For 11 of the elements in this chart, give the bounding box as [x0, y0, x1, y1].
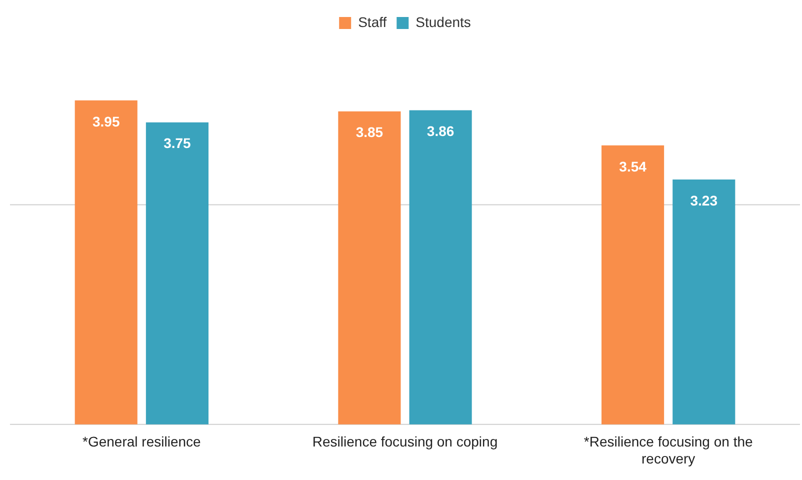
- data-label: 3.54: [619, 158, 647, 174]
- data-label: 3.23: [690, 192, 718, 208]
- x-tick-label: *Resilience focusing on the recovery: [584, 434, 753, 466]
- data-label: 3.85: [356, 124, 384, 140]
- data-label: 3.95: [92, 113, 120, 130]
- x-tick-label: Resilience focusing on coping: [312, 434, 498, 450]
- data-label: 3.75: [164, 135, 192, 152]
- x-tick-label: *General resilience: [82, 434, 202, 450]
- legend-label: Staff: [358, 14, 387, 30]
- data-label: 3.86: [426, 123, 454, 140]
- legend-label: Students: [416, 14, 471, 30]
